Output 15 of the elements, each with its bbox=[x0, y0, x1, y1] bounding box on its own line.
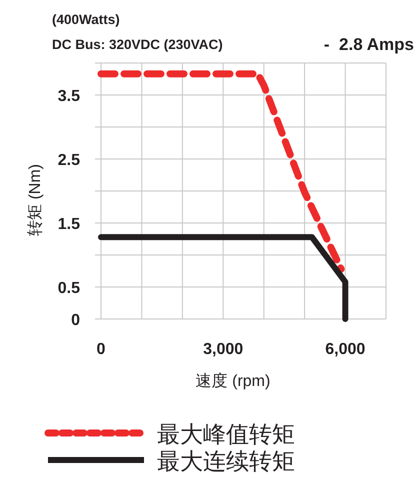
y-axis-title: 转矩 (Nm) bbox=[27, 164, 44, 236]
text: - 2.8 Amps bbox=[324, 35, 414, 54]
x-tick-label: 0 bbox=[96, 341, 106, 358]
legend-label: 最大连续转矩 bbox=[157, 448, 295, 474]
x-axis-title: 速度 (rpm) bbox=[196, 372, 270, 390]
y-tick-label: 3.5 bbox=[58, 88, 80, 105]
x-tick-label: 6,000 bbox=[325, 341, 366, 358]
y-tick-label: 0 bbox=[71, 312, 80, 329]
y-tick-label: 0.5 bbox=[58, 280, 80, 297]
x-tick-label: 3,000 bbox=[203, 341, 244, 358]
legend-label: 最大峰值转矩 bbox=[157, 421, 295, 447]
y-tick-label: 2.5 bbox=[58, 152, 80, 169]
chart-subtitle: DC Bus: 320VDC (230VAC) bbox=[52, 37, 223, 52]
chart-title: (400Watts) bbox=[52, 12, 120, 27]
y-tick-label: 1.5 bbox=[58, 216, 80, 233]
